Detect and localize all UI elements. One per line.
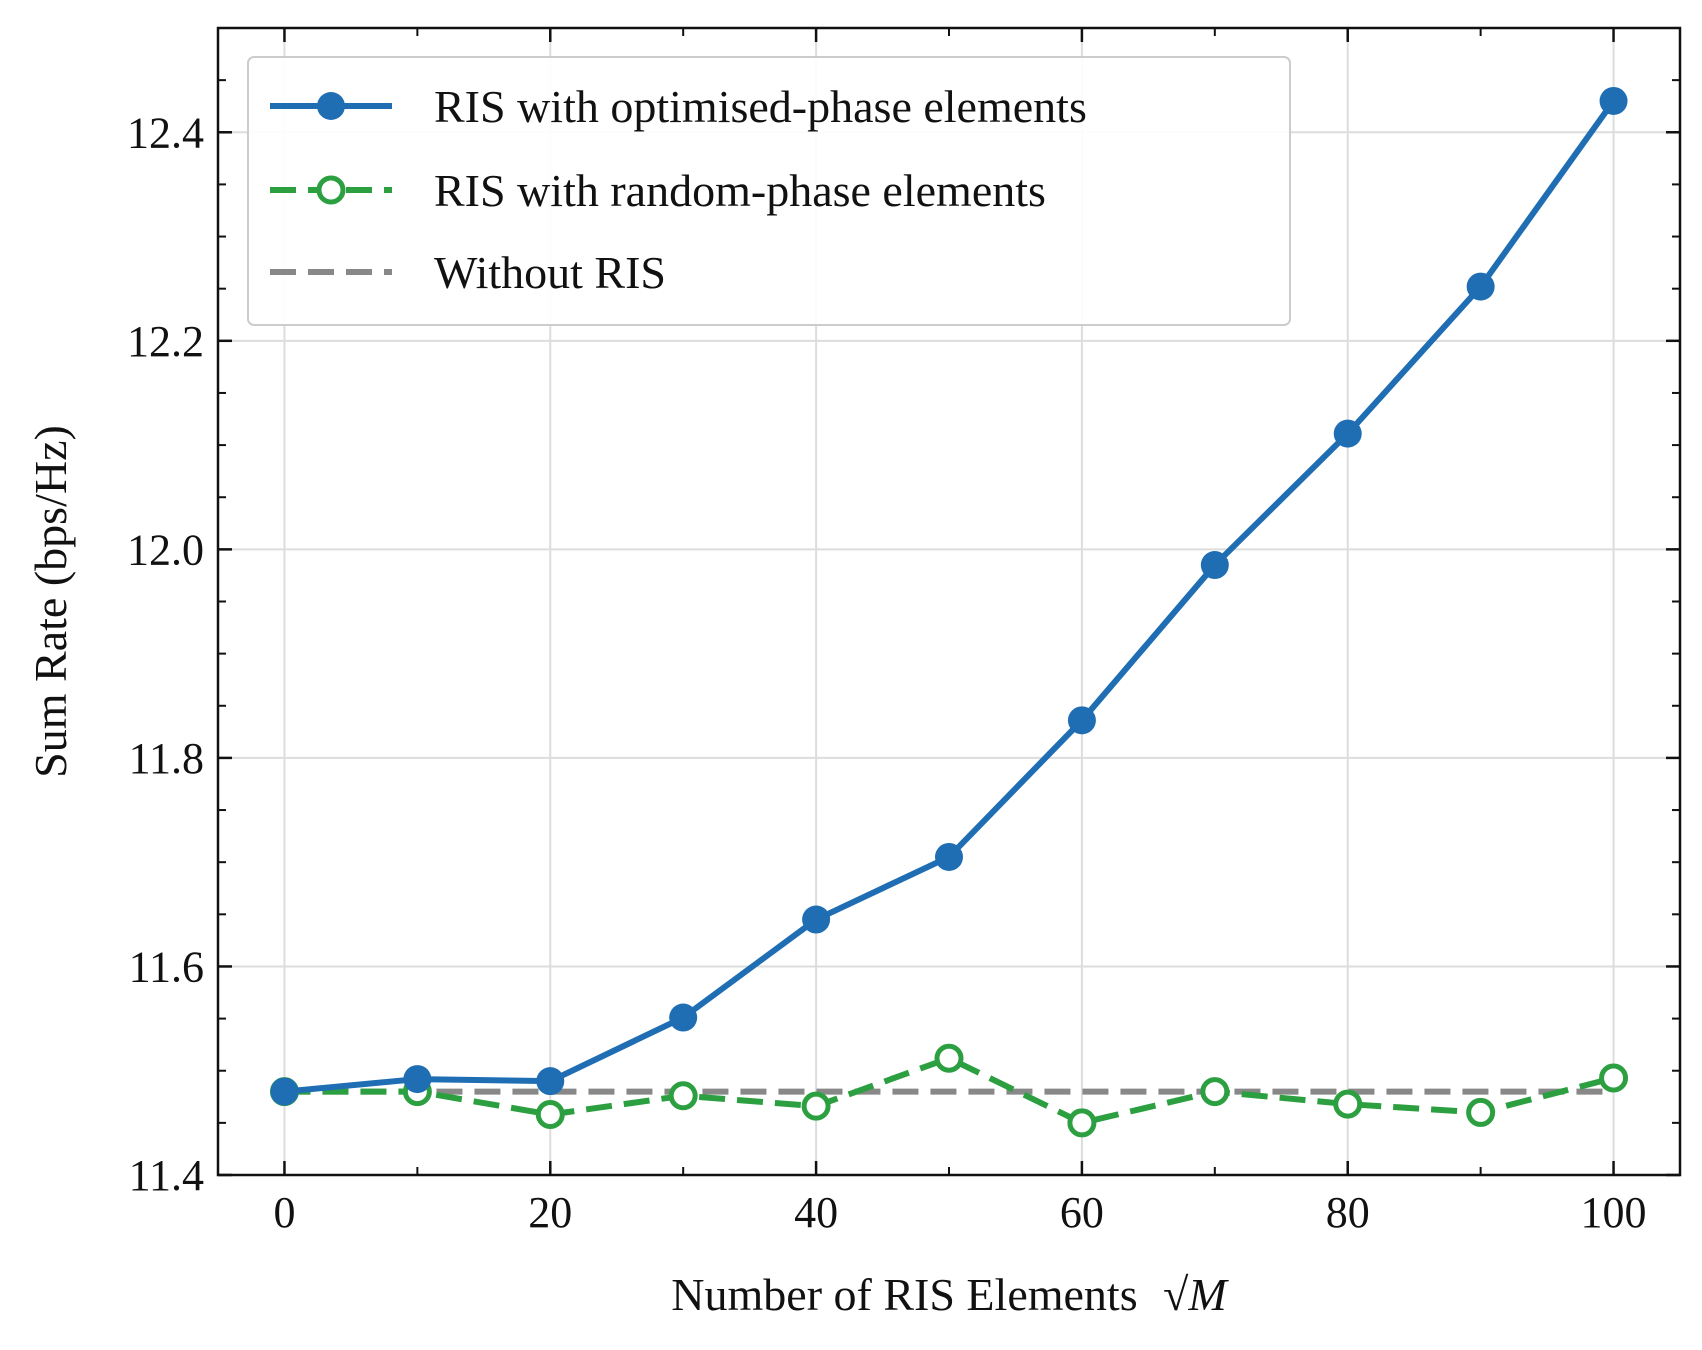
x-tick-label: 100 (1581, 1188, 1647, 1237)
data-point-optimised (270, 1077, 299, 1106)
data-point-random (801, 1091, 831, 1121)
legend-swatch-marker (317, 92, 345, 120)
x-axis-title-math: √M (1163, 1269, 1229, 1320)
y-tick-label: 11.6 (129, 942, 204, 991)
data-point-optimised (1466, 272, 1495, 301)
y-tick-label: 12.0 (127, 525, 204, 574)
data-point-optimised (935, 842, 963, 871)
legend-label: RIS with random-phase elements (434, 165, 1046, 216)
plot-frame (216, 26, 1682, 1177)
data-point-optimised (1067, 706, 1096, 735)
y-tick-label: 12.2 (127, 317, 204, 366)
legend-item: RIS with random-phase elements (270, 165, 1046, 216)
data-point-random (535, 1100, 565, 1130)
x-tick-label: 40 (794, 1188, 838, 1237)
data-point-optimised (669, 1003, 698, 1032)
legend-swatch-marker (316, 175, 346, 205)
x-tick-label: 80 (1326, 1188, 1370, 1237)
y-axis-title: Sum Rate (bps/Hz) (25, 425, 76, 778)
data-point-random (1599, 1063, 1629, 1093)
legend-box (247, 56, 1291, 326)
series-0 (270, 86, 1628, 1106)
legend-label: RIS with optimised-phase elements (434, 81, 1087, 132)
data-point-random (1067, 1108, 1097, 1138)
x-axis-title: Number of RIS Elements √M (671, 1269, 1229, 1320)
data-point-optimised (802, 905, 831, 934)
x-axis-title-text: Number of RIS Elements (671, 1269, 1137, 1320)
legend: RIS with optimised-phase elements RIS wit… (247, 56, 1291, 326)
legend-items: RIS with optimised-phase elements RIS wit… (270, 81, 1087, 298)
y-tick-label: 11.8 (129, 734, 204, 783)
legend-item: Without RIS (270, 247, 666, 298)
legend-item: RIS with optimised-phase elements (270, 81, 1087, 132)
data-point-random (1466, 1097, 1496, 1127)
data-point-random (668, 1081, 698, 1111)
data-point-random (934, 1043, 964, 1073)
data-point-optimised (1333, 419, 1362, 448)
x-tick-label: 0 (273, 1188, 295, 1237)
data-point-optimised (1200, 551, 1229, 580)
tick-labels: 0 20 40 60 80 100 11.4 11.6 11.8 12.0 12.2 12.4 (127, 108, 1647, 1237)
data-point-optimised (1599, 86, 1628, 115)
y-tick-label: 12.4 (127, 108, 204, 157)
series-lines (269, 86, 1629, 1138)
data-point-random (1333, 1089, 1363, 1119)
data-point-optimised (536, 1067, 565, 1096)
legend-label: Without RIS (434, 247, 666, 298)
data-point-random (1200, 1077, 1230, 1107)
x-tick-label: 60 (1060, 1188, 1104, 1237)
x-tick-label: 20 (528, 1188, 572, 1237)
y-tick-label: 11.4 (129, 1151, 204, 1200)
data-point-optimised (403, 1065, 432, 1094)
